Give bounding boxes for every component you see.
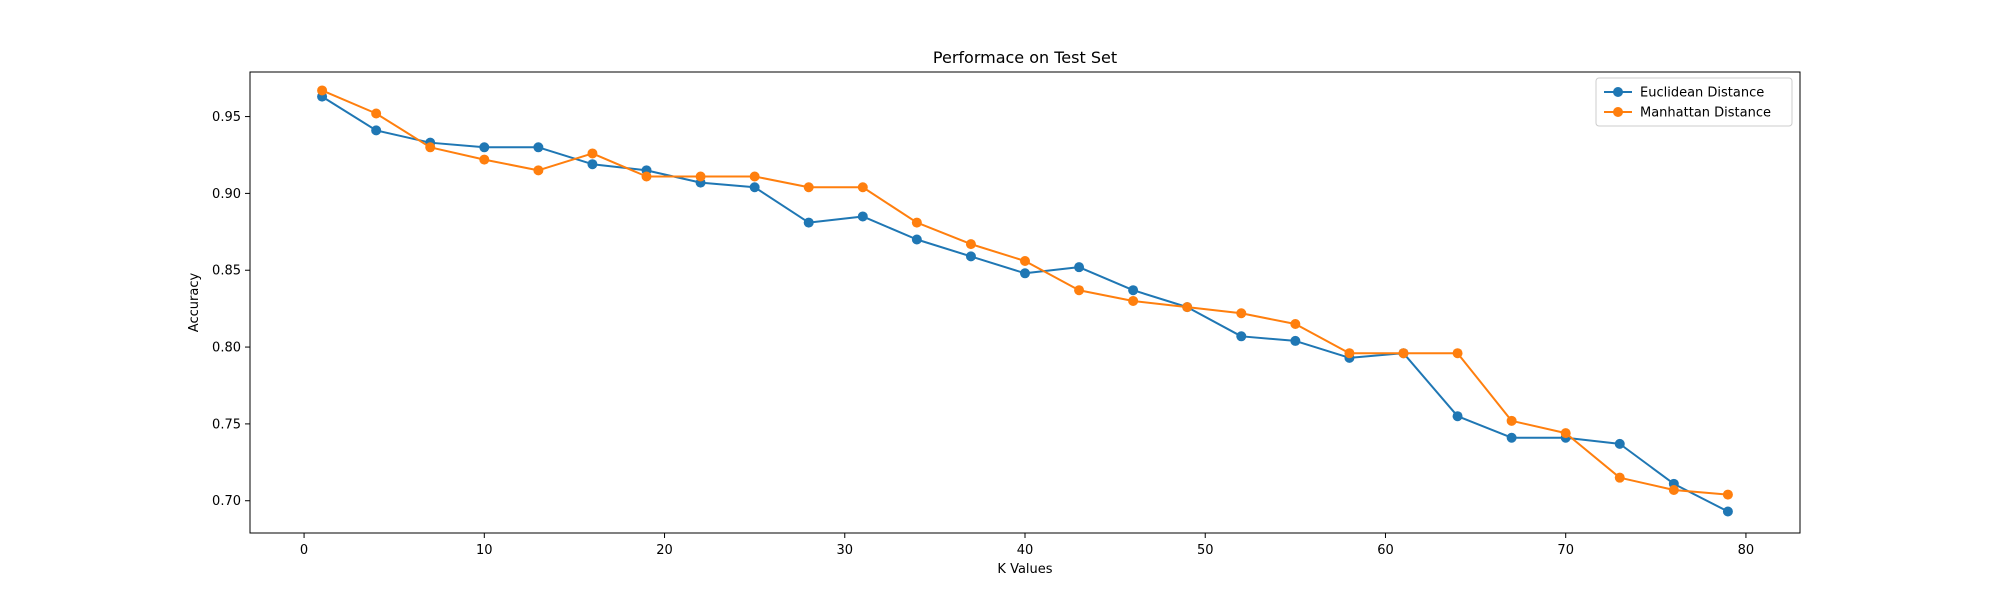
x-tick-label: 30: [836, 543, 853, 558]
data-point: [1074, 262, 1085, 273]
data-point: [965, 251, 976, 262]
data-point: [1020, 256, 1030, 267]
legend-marker: [1613, 87, 1623, 97]
data-point: [1182, 302, 1193, 313]
data-point: [1236, 331, 1247, 342]
data-point: [1668, 484, 1679, 495]
y-tick-label: 0.70: [212, 494, 241, 509]
x-tick-label: 0: [300, 543, 308, 558]
data-point: [1452, 411, 1463, 422]
legend-label: Euclidean Distance: [1640, 86, 1764, 101]
data-point: [803, 182, 814, 193]
data-point: [749, 182, 760, 193]
y-tick-label: 0.95: [212, 110, 241, 125]
y-tick-label: 0.80: [212, 341, 241, 356]
data-point: [1128, 295, 1139, 306]
x-tick-label: 70: [1557, 543, 1574, 558]
data-point: [533, 142, 544, 153]
series-2: [317, 85, 1733, 500]
data-point: [587, 159, 598, 170]
x-tick-label: 20: [656, 543, 673, 558]
x-tick-label: 80: [1738, 543, 1755, 558]
x-tick-label: 40: [1017, 543, 1034, 558]
data-point: [371, 125, 382, 136]
data-point: [1236, 308, 1247, 319]
plot-area: [317, 85, 1733, 517]
data-point: [1614, 438, 1625, 449]
data-point: [911, 217, 922, 228]
data-point: [317, 85, 328, 96]
data-point: [1074, 285, 1085, 296]
data-point: [1506, 432, 1517, 443]
data-point: [695, 171, 706, 182]
data-point: [641, 171, 652, 182]
data-point: [425, 142, 436, 153]
data-point: [533, 165, 544, 176]
data-point: [1344, 348, 1355, 359]
series-line: [321, 89, 1728, 496]
data-point: [1398, 348, 1409, 359]
data-point: [1290, 335, 1301, 346]
data-point: [1722, 489, 1733, 500]
axis-ticks: 0 10 20 30 40 50 60 70 80 0.70 0.75 0.80 0.85 0.90 0.9…: [212, 110, 1754, 558]
legend-label: Manhattan Distance: [1640, 106, 1771, 121]
axes-frame: [249, 71, 1801, 534]
x-tick-label: 10: [476, 543, 493, 558]
data-point: [803, 217, 814, 228]
legend-item: Euclidean Distance: [1604, 86, 1764, 101]
data-point: [371, 108, 382, 119]
data-point: [479, 154, 490, 165]
data-point: [965, 239, 976, 250]
data-point: [1020, 268, 1030, 279]
data-point: [1128, 285, 1139, 296]
y-tick-label: 0.75: [212, 417, 241, 432]
x-tick-label: 50: [1197, 543, 1214, 558]
data-point: [749, 171, 760, 182]
data-point: [1614, 472, 1625, 483]
legend-marker: [1613, 107, 1623, 117]
y-axis-title: Accuracy: [187, 273, 202, 333]
data-point: [857, 182, 868, 193]
data-point: [1452, 348, 1463, 359]
data-point: [587, 148, 598, 159]
x-tick-label: 60: [1377, 543, 1394, 558]
data-point: [1290, 319, 1301, 330]
x-axis-title: K Values: [997, 562, 1052, 577]
data-point: [857, 211, 868, 222]
y-tick-label: 0.85: [212, 264, 241, 279]
chart-title: Performace on Test Set: [933, 48, 1117, 67]
legend-box: [1595, 77, 1793, 127]
data-point: [479, 142, 490, 153]
y-tick-label: 0.90: [212, 187, 241, 202]
data-point: [1506, 415, 1517, 426]
series-line: [321, 95, 1729, 513]
data-point: [1722, 506, 1733, 517]
legend-item: Manhattan Distance: [1604, 106, 1771, 121]
legend: Euclidean Distance Manhattan Distance: [1595, 77, 1793, 127]
series-1: [317, 91, 1733, 517]
data-point: [1560, 428, 1571, 439]
data-point: [911, 234, 922, 245]
